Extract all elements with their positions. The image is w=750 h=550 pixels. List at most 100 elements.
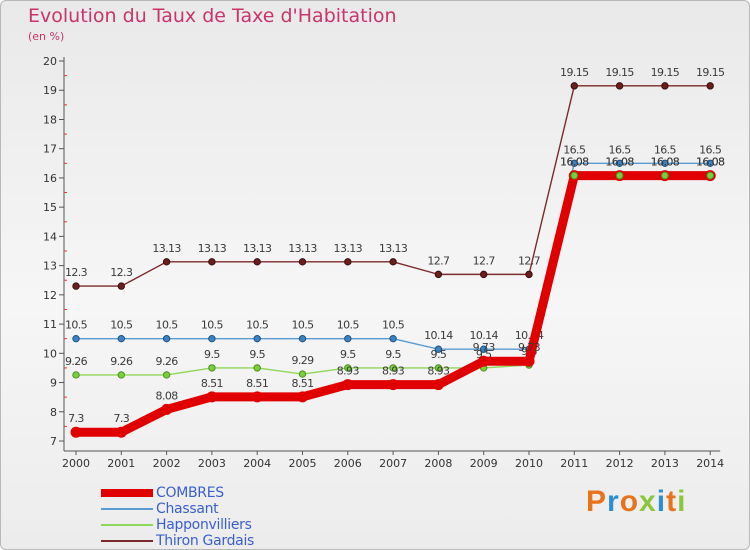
y-tick-label: 13	[43, 260, 57, 273]
y-tick-label: 14	[43, 230, 57, 243]
legend-swatch	[101, 524, 153, 526]
data-label-happonvilliers: 16.08	[696, 156, 725, 169]
data-label-happonvilliers: 16.08	[651, 156, 680, 169]
data-label-chassant: 10.14	[424, 329, 453, 342]
brand-letter: i	[677, 485, 687, 518]
x-tick-label: 2002	[153, 457, 181, 470]
data-label-combres: 8.51	[246, 377, 268, 390]
data-point-chassant	[615, 159, 624, 168]
data-label-happonvilliers: 9.26	[110, 355, 133, 368]
data-label-chassant: 10.5	[337, 319, 360, 332]
data-point-overlap	[706, 171, 715, 180]
data-label-combres: 7.3	[113, 412, 129, 425]
data-label-happonvilliers: 9.26	[156, 355, 179, 368]
data-label-thiron-gardais: 13.13	[152, 242, 181, 255]
data-label-thiron-gardais: 13.13	[288, 242, 317, 255]
data-point-chassant	[253, 334, 261, 343]
data-label-combres: 9.73	[473, 341, 496, 354]
data-point-thiron-gardais	[480, 270, 488, 279]
data-point-combres	[342, 379, 354, 391]
data-label-thiron-gardais: 12.3	[65, 266, 88, 279]
x-tick-label: 2013	[651, 457, 679, 470]
brand-letter: x	[639, 485, 657, 518]
legend-label: Happonvilliers	[156, 517, 252, 533]
data-point-thiron-gardais	[615, 82, 624, 90]
legend-label: COMBRES	[156, 485, 224, 501]
data-label-combres: 8.51	[291, 377, 313, 390]
x-tick-label: 2000	[62, 457, 90, 470]
data-point-thiron-gardais	[525, 270, 533, 279]
legend-swatch	[101, 489, 153, 497]
data-label-happonvilliers: 16.08	[605, 156, 634, 169]
brand-letter: r	[607, 485, 620, 518]
x-tick-label: 2006	[334, 457, 362, 470]
data-label-thiron-gardais: 13.13	[379, 242, 408, 255]
data-point-thiron-gardais	[344, 258, 352, 266]
y-tick-label: 18	[43, 113, 57, 126]
data-point-thiron-gardais	[298, 258, 307, 266]
data-label-combres: 8.51	[201, 377, 223, 390]
data-point-thiron-gardais	[162, 258, 171, 266]
brand-logo: Proxiti	[586, 485, 686, 519]
x-tick-label: 2011	[560, 457, 588, 470]
x-tick-label: 2005	[289, 457, 317, 470]
data-label-happonvilliers: 9.29	[291, 354, 314, 367]
data-label-combres: 8.93	[427, 365, 450, 378]
chart-title: Evolution du Taux de Taxe d'Habitation	[28, 5, 397, 27]
y-tick-label: 10	[43, 347, 57, 360]
data-label-chassant: 10.5	[291, 319, 314, 332]
data-label-happonvilliers: 9.5	[340, 348, 356, 361]
data-label-thiron-gardais: 12.3	[110, 266, 133, 279]
data-point-happonvilliers	[298, 370, 307, 378]
data-point-happonvilliers	[389, 364, 397, 372]
data-label-combres: 16.08	[560, 156, 589, 169]
data-point-happonvilliers	[253, 364, 261, 372]
data-label-happonvilliers: 9.5	[431, 348, 447, 361]
data-point-chassant	[117, 334, 126, 343]
series-line-thiron-gardais	[75, 85, 711, 287]
data-point-happonvilliers	[72, 371, 80, 379]
data-label-combres: 8.93	[382, 365, 405, 378]
data-point-thiron-gardais	[389, 258, 397, 266]
data-label-happonvilliers: 16.08	[560, 156, 589, 169]
data-label-combres: 8.08	[156, 389, 179, 402]
brand-letter: P	[586, 485, 608, 518]
data-point-chassant	[298, 334, 307, 343]
data-point-combres	[115, 426, 127, 438]
data-point-overlap	[570, 171, 579, 180]
data-point-combres	[523, 355, 535, 367]
data-point-combres	[387, 379, 399, 391]
data-label-combres: 16.08	[651, 156, 680, 169]
data-label-combres: 9.73	[518, 341, 541, 354]
data-point-chassant	[661, 159, 669, 168]
x-tick-label: 2008	[424, 457, 452, 470]
data-point-thiron-gardais	[72, 282, 80, 290]
legend-swatch	[101, 508, 153, 510]
data-point-happonvilliers	[208, 364, 216, 372]
data-point-overlap	[661, 171, 669, 180]
y-tick-label: 11	[43, 318, 57, 331]
data-label-chassant: 10.14	[469, 329, 498, 342]
x-tick-label: 2012	[606, 457, 634, 470]
y-tick-label: 9	[50, 377, 57, 390]
data-point-thiron-gardais	[570, 82, 578, 90]
y-tick-label: 19	[43, 84, 57, 97]
data-point-thiron-gardais	[253, 258, 261, 266]
legend-swatch	[101, 540, 153, 542]
y-tick-label: 12	[43, 289, 57, 302]
data-label-happonvilliers: 9.5	[204, 348, 220, 361]
data-point-combres	[251, 391, 263, 403]
data-point-chassant	[480, 345, 488, 353]
data-label-happonvilliers: 9.5	[385, 348, 401, 361]
data-point-combres	[70, 426, 82, 438]
data-label-chassant: 10.5	[246, 319, 269, 332]
y-tick-label: 15	[43, 201, 57, 214]
data-point-combres	[161, 403, 173, 415]
data-point-chassant	[389, 334, 397, 343]
data-label-thiron-gardais: 12.7	[518, 254, 541, 267]
data-point-chassant	[434, 345, 443, 353]
x-tick-label: 2007	[379, 457, 407, 470]
y-tick-label: 8	[50, 406, 57, 419]
